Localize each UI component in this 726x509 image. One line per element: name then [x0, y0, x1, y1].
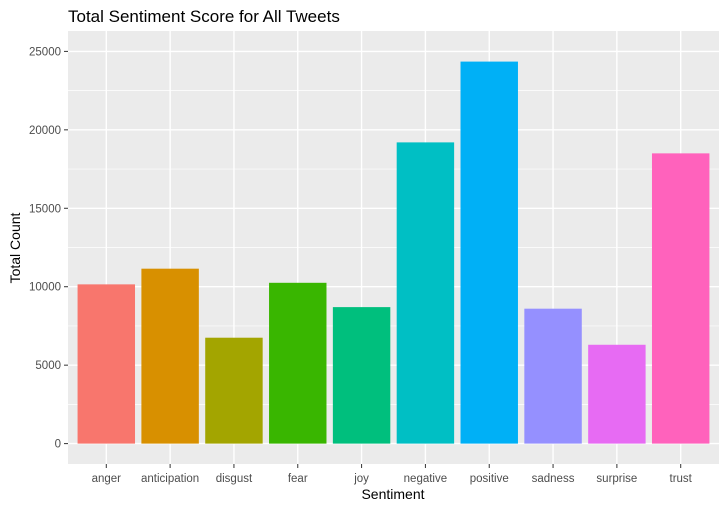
y-tick-label: 10000: [29, 282, 61, 294]
bar-sadness: [524, 308, 582, 444]
y-tick-label: 0: [55, 439, 61, 451]
x-tick-label: sadness: [532, 473, 575, 485]
x-tick-label: fear: [288, 473, 308, 485]
x-tick-label: anticipation: [141, 473, 199, 485]
x-axis-ticks: anger anticipation disgust fear joy negative p…: [92, 464, 693, 485]
y-axis-title: Total Count: [7, 212, 23, 283]
bar-trust: [651, 153, 710, 444]
bar-negative: [396, 142, 455, 444]
bar-positive: [460, 61, 518, 444]
y-tick-label: 5000: [35, 360, 61, 372]
bar-joy: [332, 307, 391, 444]
x-tick-label: trust: [670, 473, 693, 485]
x-tick-label: negative: [404, 473, 447, 485]
bar-fear: [269, 282, 327, 444]
y-tick-label: 20000: [29, 125, 61, 137]
bars: [77, 61, 710, 444]
x-tick-label: disgust: [216, 473, 253, 485]
y-tick-label: 15000: [29, 203, 61, 215]
x-tick-label: anger: [92, 473, 122, 485]
x-tick-label: joy: [353, 473, 369, 485]
y-axis-ticks: 0 5000 10000 15000 20000 25000: [29, 46, 68, 451]
bar-surprise: [588, 344, 646, 444]
bar-anger: [77, 284, 136, 444]
y-tick-label: 25000: [29, 46, 61, 58]
chart-title: Total Sentiment Score for All Tweets: [68, 7, 340, 26]
x-tick-label: positive: [470, 473, 509, 485]
bar-anticipation: [141, 268, 199, 444]
bar-disgust: [205, 337, 263, 444]
x-tick-label: surprise: [596, 473, 637, 485]
x-axis-title: Sentiment: [361, 486, 424, 502]
